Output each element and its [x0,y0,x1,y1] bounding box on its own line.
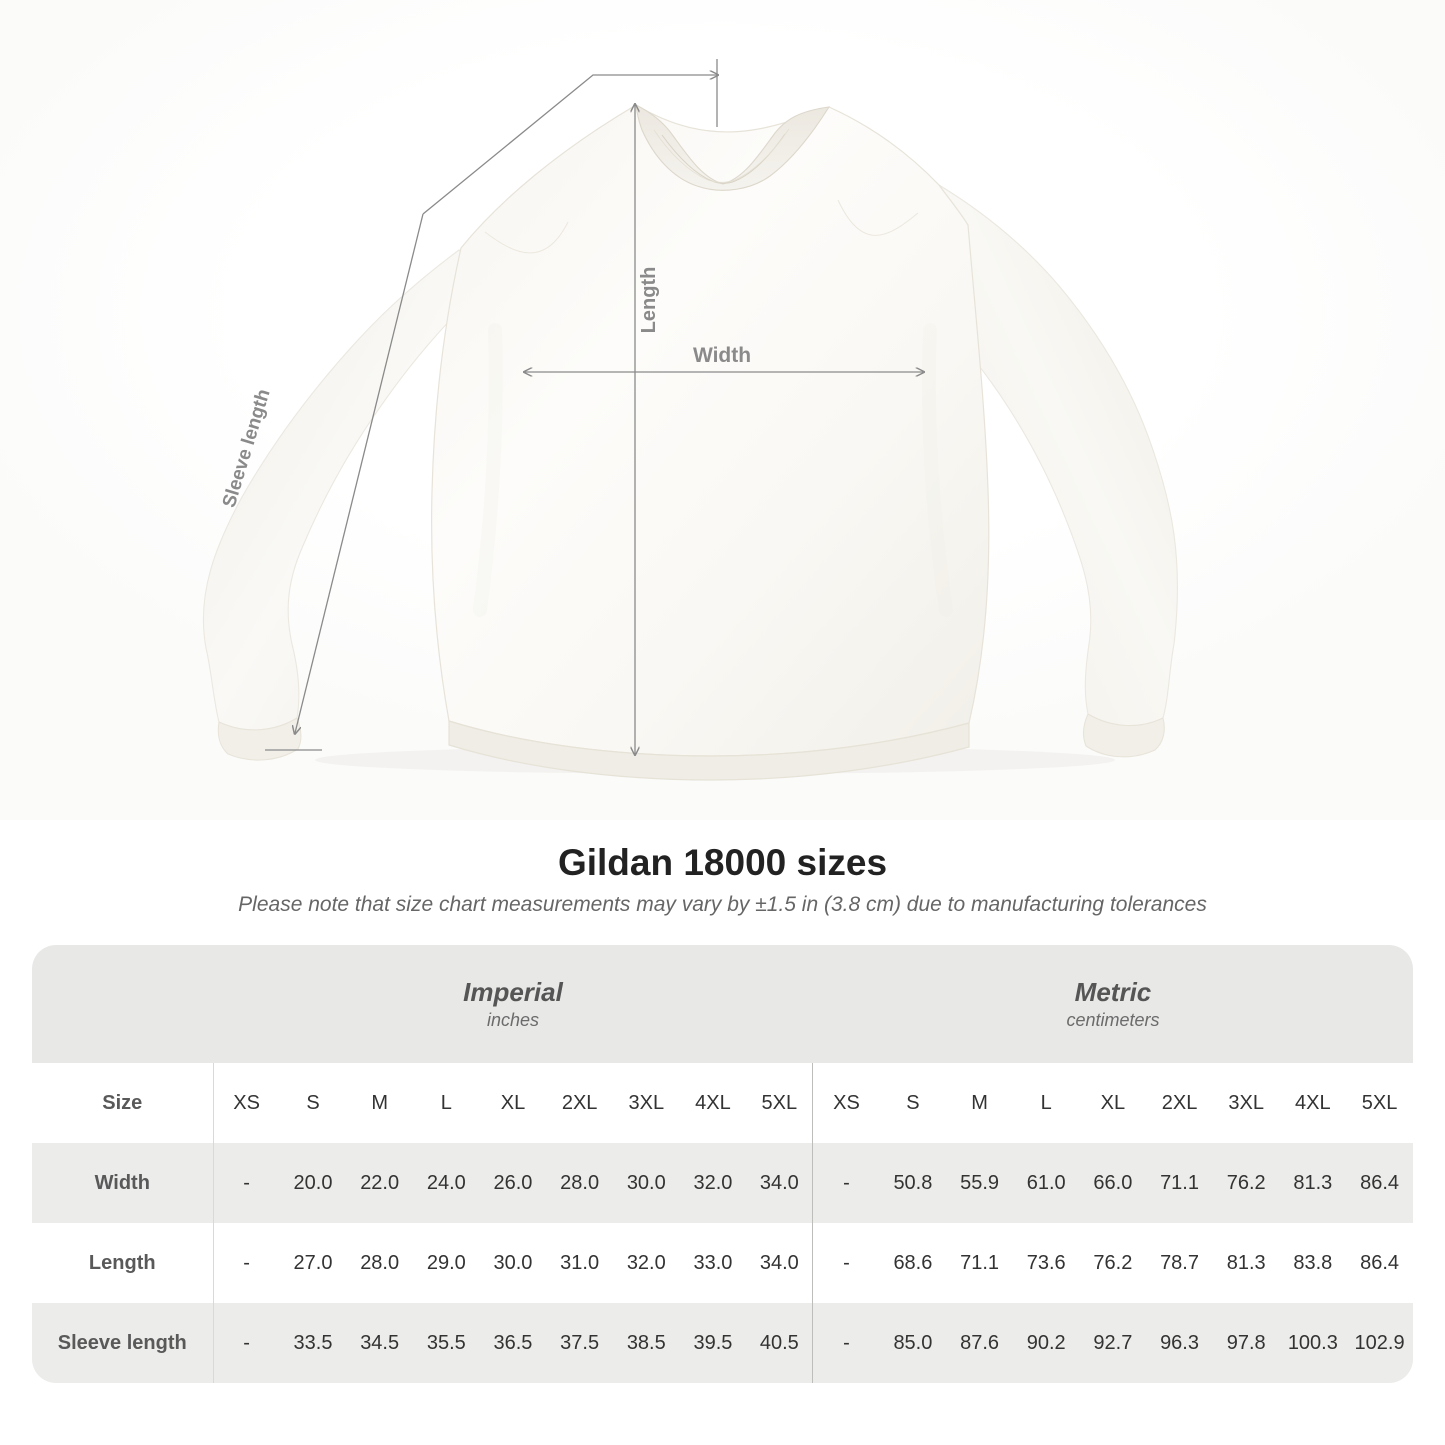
svg-text:Sleeve length: Sleeve length [219,387,275,510]
svg-text:Width: Width [693,344,751,367]
svg-text:Length: Length [638,267,660,334]
